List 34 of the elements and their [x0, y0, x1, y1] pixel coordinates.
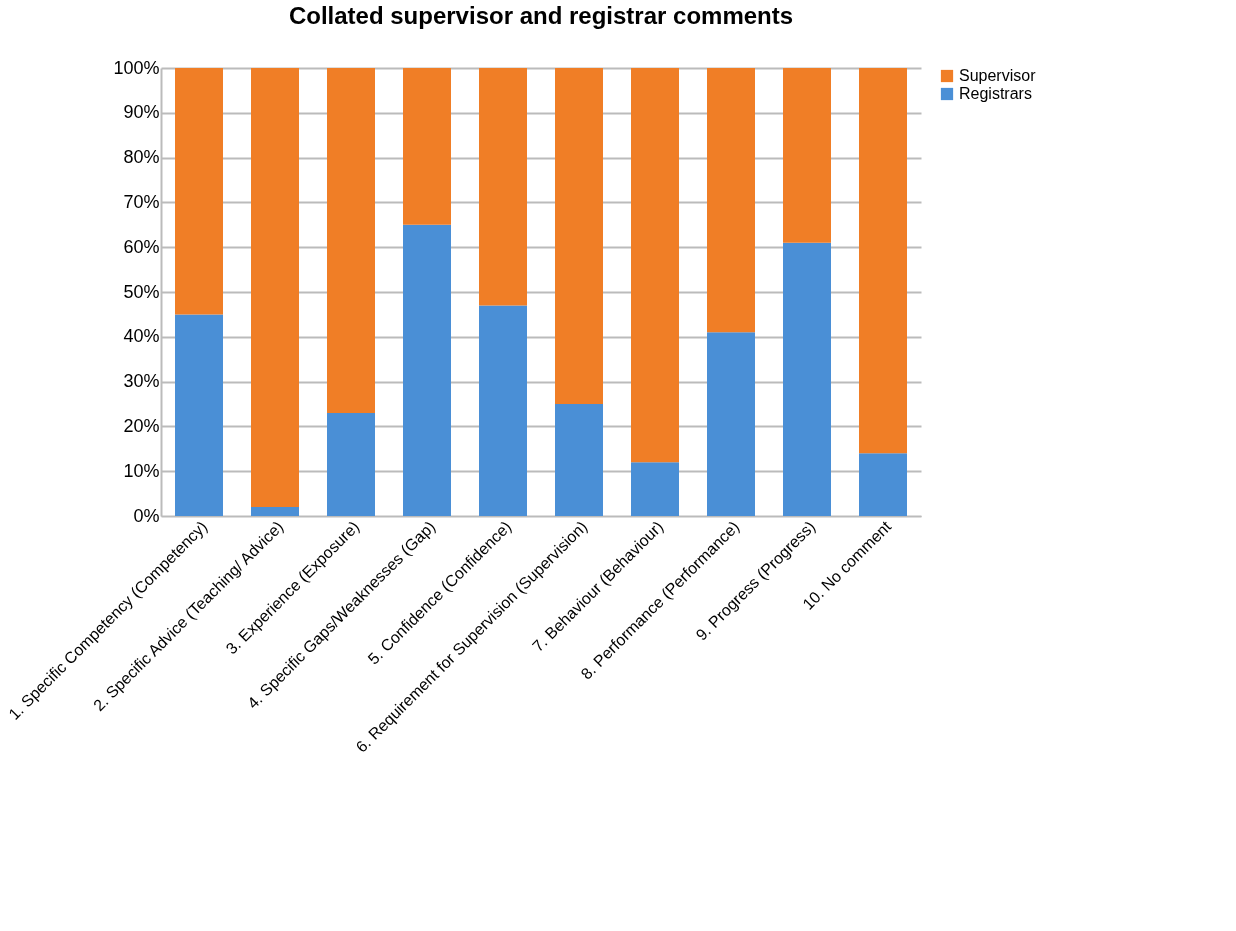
legend-label: Registrars [959, 85, 1032, 102]
y-tick-label: 40% [123, 326, 160, 347]
bar [175, 314, 223, 516]
bar [479, 305, 527, 516]
bar [403, 224, 451, 516]
y-tick-label: 10% [123, 460, 160, 481]
legend-label: Supervisor [959, 67, 1037, 84]
bar [555, 68, 603, 404]
y-tick-label: 100% [113, 57, 160, 78]
bar [631, 68, 679, 463]
bar [327, 68, 375, 413]
bar [327, 412, 375, 516]
y-tick-label: 20% [123, 415, 160, 436]
bar [631, 462, 679, 516]
y-tick-label: 80% [123, 147, 160, 168]
bar [783, 242, 831, 516]
y-tick-label: 70% [123, 191, 160, 212]
bar [251, 507, 299, 516]
y-tick-label: 90% [123, 102, 160, 123]
bar [707, 68, 755, 333]
bar [783, 68, 831, 243]
bar [479, 68, 527, 306]
y-tick-label: 50% [123, 281, 160, 302]
bar [859, 453, 907, 516]
bar [707, 332, 755, 516]
bar [403, 68, 451, 225]
y-tick-label: 60% [123, 236, 160, 257]
chart-title: Collated supervisor and registrar comments [288, 2, 794, 29]
bar [859, 68, 907, 454]
y-tick-label: 0% [133, 505, 160, 526]
y-tick-label: 30% [123, 371, 160, 392]
bar [175, 68, 223, 315]
bar [251, 68, 299, 508]
bar [555, 404, 603, 516]
